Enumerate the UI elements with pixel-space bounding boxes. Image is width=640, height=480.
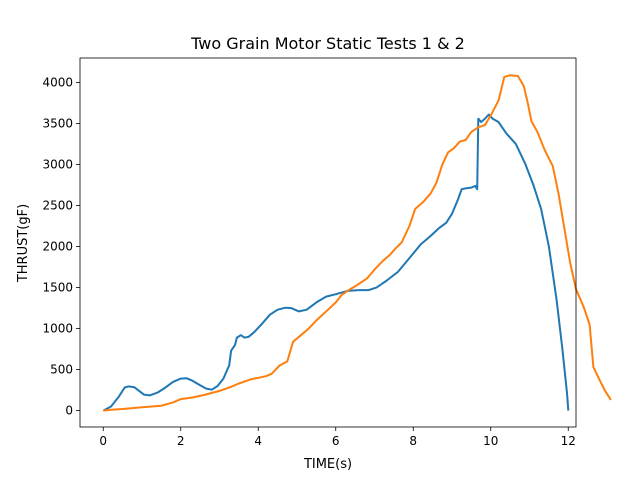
x-tick-label: 10 (483, 434, 498, 448)
y-tick-label: 1500 (42, 281, 73, 295)
x-axis-label: TIME(s) (303, 457, 352, 472)
series-layer (102, 74, 612, 412)
x-tick-label: 4 (254, 434, 262, 448)
y-tick-label: 1000 (42, 322, 73, 336)
x-tick-label: 6 (332, 434, 340, 448)
series-2-line (103, 74, 612, 412)
x-tick-label: 0 (99, 434, 107, 448)
y-tick-label: 0 (65, 404, 73, 418)
chart-title: Two Grain Motor Static Tests 1 & 2 (190, 34, 465, 53)
y-axis-ticks: 0 500 1000 1500 2000 2500 3000 3500 4000 (42, 76, 80, 418)
x-axis-ticks: 0 2 4 6 8 10 12 (99, 427, 576, 448)
axes-frame (79, 57, 577, 428)
y-tick-label: 2000 (42, 240, 73, 254)
x-tick-label: 2 (177, 434, 185, 448)
y-tick-label: 3000 (42, 158, 73, 172)
y-tick-label: 4000 (42, 76, 73, 90)
x-tick-label: 12 (561, 434, 576, 448)
y-tick-label: 500 (50, 363, 73, 377)
y-axis-label: THRUST(gF) (16, 204, 31, 283)
plot-area: 0 2 4 6 8 10 12 0 500 1000 1500 2000 2500 3000 3500 40… (42, 57, 612, 448)
x-tick-label: 8 (409, 434, 417, 448)
y-tick-label: 2500 (42, 199, 73, 213)
series-1-line (102, 113, 570, 412)
y-tick-label: 3500 (42, 117, 73, 131)
